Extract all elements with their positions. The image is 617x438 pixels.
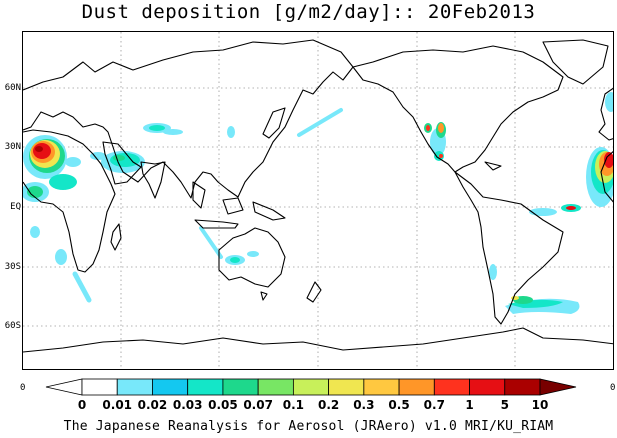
dust-shading (23, 92, 613, 314)
colorbar-cell (116, 378, 153, 396)
world-map (23, 32, 613, 369)
colorbar-tick-label: 0.01 (102, 398, 133, 412)
colorbar-cell (433, 378, 470, 396)
colorbar-cell (398, 378, 435, 396)
colorbar-cell (187, 378, 224, 396)
colorbar-tick-label: 5 (500, 398, 509, 412)
lat-label-eq: EQ (10, 202, 21, 212)
colorbar (45, 378, 577, 396)
colorbar-tick-label: 0.7 (423, 398, 445, 412)
colorbar-right-edge-label: 0 (610, 383, 616, 393)
colorbar-cell (222, 378, 259, 396)
colorbar-cell (328, 378, 365, 396)
colorbar-cell (152, 378, 189, 396)
colorbar-cell (292, 378, 330, 396)
colorbar-tick-label: 0.3 (353, 398, 375, 412)
colorbar-tick-label: 0.02 (137, 398, 168, 412)
colorbar-tick-label: 10 (531, 398, 549, 412)
colorbar-right-arrow (539, 378, 577, 396)
colorbar-cell (504, 378, 541, 396)
colorbar-tick-label: 1 (465, 398, 474, 412)
lat-label-60s: 60S (4, 321, 21, 331)
map-title: Dust deposition [g/m2/day]:: 20Feb2013 (81, 1, 536, 23)
colorbar-cell (257, 378, 294, 396)
colorbar-left-edge-label: 0 (20, 383, 26, 393)
colorbar-left-arrow (45, 378, 83, 396)
coastlines (23, 39, 613, 353)
colorbar-cell (81, 378, 118, 396)
colorbar-tick-label: 0.05 (208, 398, 238, 412)
colorbar-tick-label: 0.2 (317, 398, 340, 412)
credit-text: The Japanese Reanalysis for Aerosol (JRA… (63, 419, 554, 434)
colorbar-tick-label: 0.03 (172, 398, 203, 412)
colorbar-tick-label: 0.5 (388, 398, 410, 412)
colorbar-cells (81, 378, 541, 396)
colorbar-cell (363, 378, 400, 396)
colorbar-tick-label: 0.1 (282, 398, 305, 412)
lat-label-30s: 30S (4, 262, 21, 272)
lat-label-60n: 60N (4, 83, 21, 93)
colorbar-cell (469, 378, 506, 396)
map-panel (22, 31, 614, 370)
colorbar-tick-label: 0 (77, 398, 87, 412)
colorbar-tick-label: 0.07 (243, 398, 273, 412)
lat-label-30n: 30N (4, 142, 21, 152)
